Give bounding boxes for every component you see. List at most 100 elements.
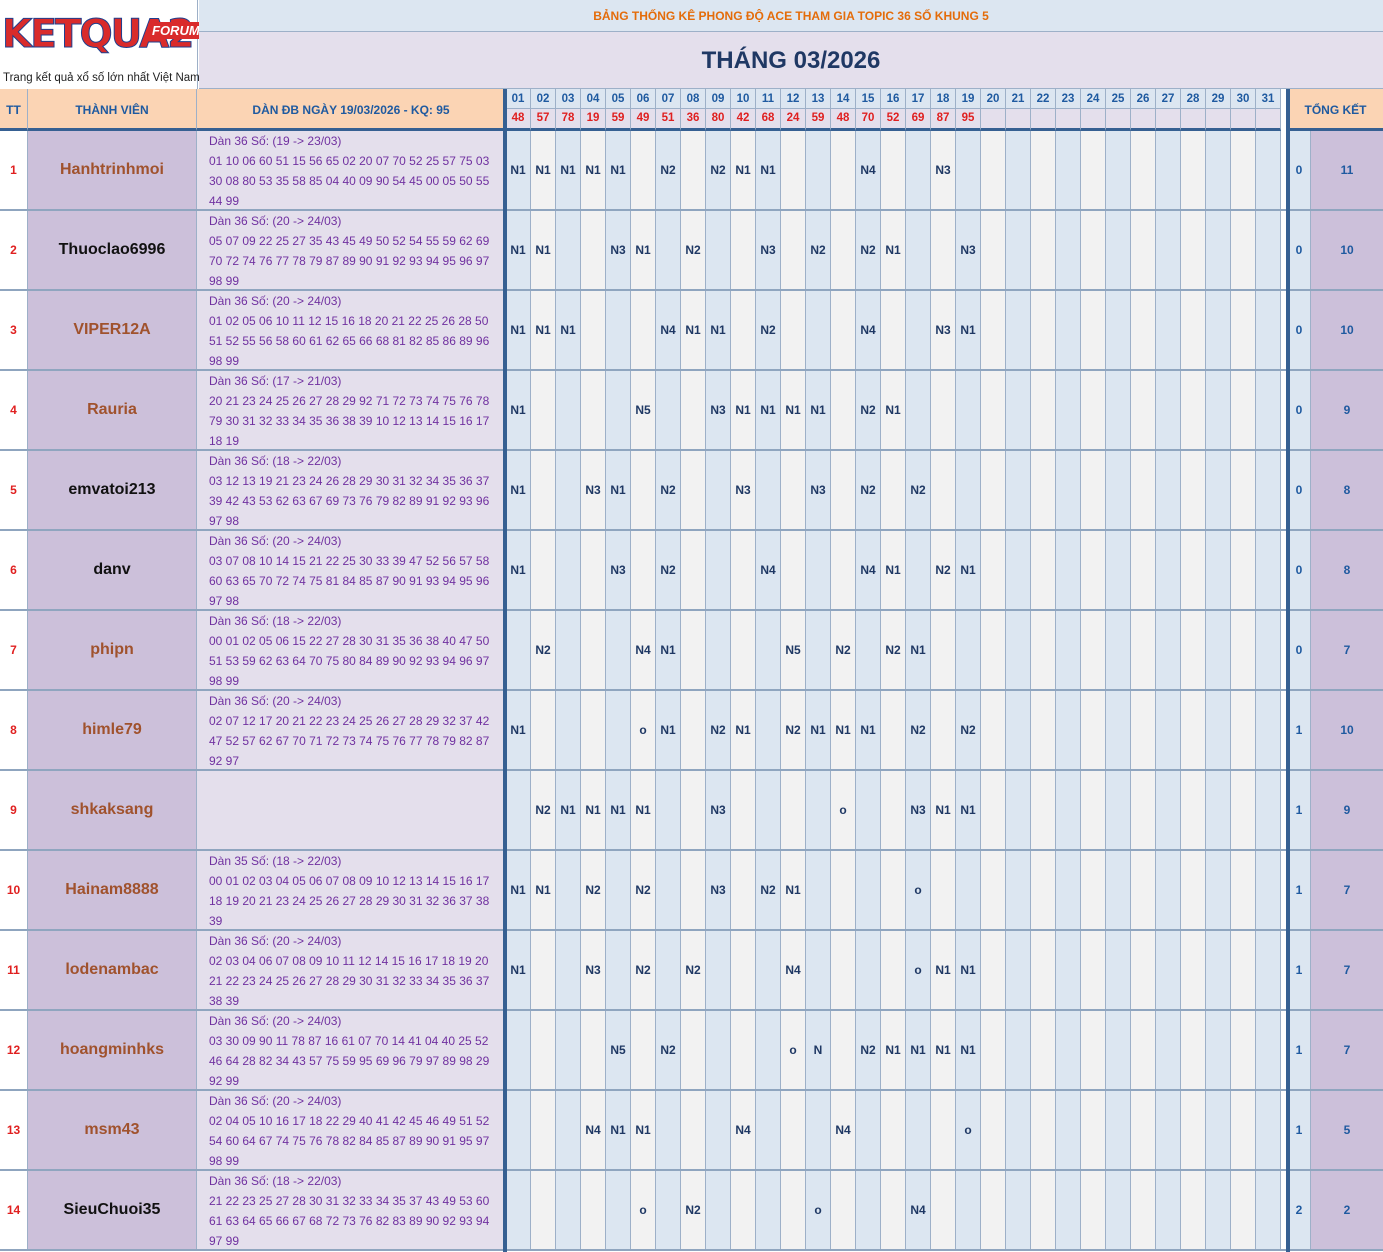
day-mark	[756, 1171, 781, 1249]
day-mark	[606, 371, 631, 449]
day-mark	[856, 931, 881, 1009]
day-header: 16 52	[881, 89, 906, 131]
day-mark	[1131, 131, 1156, 209]
day-mark	[1081, 291, 1106, 369]
day-mark: N1	[781, 371, 806, 449]
day-mark: N2	[856, 211, 881, 289]
day-mark	[1181, 1091, 1206, 1169]
day-mark	[1081, 1091, 1106, 1169]
day-result: 57	[531, 109, 555, 128]
day-mark	[831, 1011, 856, 1089]
day-number: 07	[656, 89, 680, 109]
day-result	[1156, 109, 1180, 128]
day-mark: N3	[756, 211, 781, 289]
day-mark	[1081, 131, 1106, 209]
day-mark	[806, 851, 831, 929]
day-mark: N1	[531, 291, 556, 369]
day-mark	[556, 531, 581, 609]
dan-numbers: Dàn 36 Số: (20 -> 24/03) 02 03 04 06 07 …	[197, 931, 506, 1009]
day-mark	[681, 771, 706, 849]
day-mark	[656, 1091, 681, 1169]
day-mark: N4	[856, 291, 881, 369]
day-mark	[881, 1171, 906, 1249]
row-number: 10	[0, 851, 28, 929]
day-mark	[881, 291, 906, 369]
day-mark	[1056, 531, 1081, 609]
row-number: 13	[0, 1091, 28, 1169]
day-mark	[856, 611, 881, 689]
member-name[interactable]: VIPER12A	[28, 291, 197, 369]
day-mark	[1131, 931, 1156, 1009]
day-mark: N1	[506, 131, 531, 209]
day-header: 28	[1181, 89, 1206, 131]
member-name[interactable]: emvatoi213	[28, 451, 197, 529]
day-mark	[1256, 531, 1281, 609]
day-mark: N1	[506, 851, 531, 929]
day-mark	[1156, 931, 1181, 1009]
day-mark	[1181, 611, 1206, 689]
day-mark	[1006, 611, 1031, 689]
day-mark	[731, 851, 756, 929]
day-mark: N1	[656, 611, 681, 689]
day-header: 20	[981, 89, 1006, 131]
day-mark	[731, 291, 756, 369]
day-result: 80	[706, 109, 730, 128]
day-mark	[1231, 771, 1256, 849]
day-mark: N3	[931, 291, 956, 369]
day-header: 07 51	[656, 89, 681, 131]
day-mark	[556, 371, 581, 449]
member-name[interactable]: Rauria	[28, 371, 197, 449]
day-mark	[1031, 611, 1056, 689]
day-mark	[581, 211, 606, 289]
member-name[interactable]: lodenambac	[28, 931, 197, 1009]
total-score: 11	[1311, 131, 1383, 209]
day-mark	[981, 931, 1006, 1009]
member-name[interactable]: Thuoclao6996	[28, 211, 197, 289]
day-mark	[631, 1011, 656, 1089]
day-number: 06	[631, 89, 655, 109]
day-mark	[981, 1171, 1006, 1249]
day-header: 26	[1131, 89, 1156, 131]
member-name[interactable]: msm43	[28, 1091, 197, 1169]
day-mark: N3	[956, 211, 981, 289]
member-name[interactable]: SieuChuoi35	[28, 1171, 197, 1249]
day-mark	[931, 691, 956, 769]
day-mark	[1256, 131, 1281, 209]
day-mark: o	[631, 691, 656, 769]
day-mark	[1106, 291, 1131, 369]
day-mark	[1256, 211, 1281, 289]
day-mark	[556, 691, 581, 769]
member-name[interactable]: Hainam8888	[28, 851, 197, 929]
day-mark	[1081, 771, 1106, 849]
row-number: 11	[0, 931, 28, 1009]
day-number: 09	[706, 89, 730, 109]
member-name[interactable]: shkaksang	[28, 771, 197, 849]
day-mark	[1156, 211, 1181, 289]
day-number: 17	[906, 89, 930, 109]
day-mark	[1156, 531, 1181, 609]
day-mark	[681, 1011, 706, 1089]
day-mark	[756, 451, 781, 529]
day-mark	[556, 931, 581, 1009]
row-number: 2	[0, 211, 28, 289]
day-mark: N2	[531, 771, 556, 849]
member-name[interactable]: danv	[28, 531, 197, 609]
day-mark	[581, 1011, 606, 1089]
day-mark	[531, 1091, 556, 1169]
member-name[interactable]: hoangminhks	[28, 1011, 197, 1089]
day-mark	[1131, 691, 1156, 769]
member-name[interactable]: himle79	[28, 691, 197, 769]
member-name[interactable]: Hanhtrinhmoi	[28, 131, 197, 209]
day-mark	[981, 851, 1006, 929]
member-name[interactable]: phipn	[28, 611, 197, 689]
ketqua2-logo[interactable]: KETQUA2 FORUM Trang kết quả xổ số lớn nh…	[0, 0, 204, 90]
day-mark	[1131, 211, 1156, 289]
day-mark: N3	[581, 451, 606, 529]
day-mark	[756, 691, 781, 769]
day-mark: N3	[731, 451, 756, 529]
day-mark: N2	[631, 931, 656, 1009]
day-mark	[1156, 771, 1181, 849]
day-number: 21	[1006, 89, 1030, 109]
day-mark	[856, 851, 881, 929]
day-mark	[1081, 371, 1106, 449]
